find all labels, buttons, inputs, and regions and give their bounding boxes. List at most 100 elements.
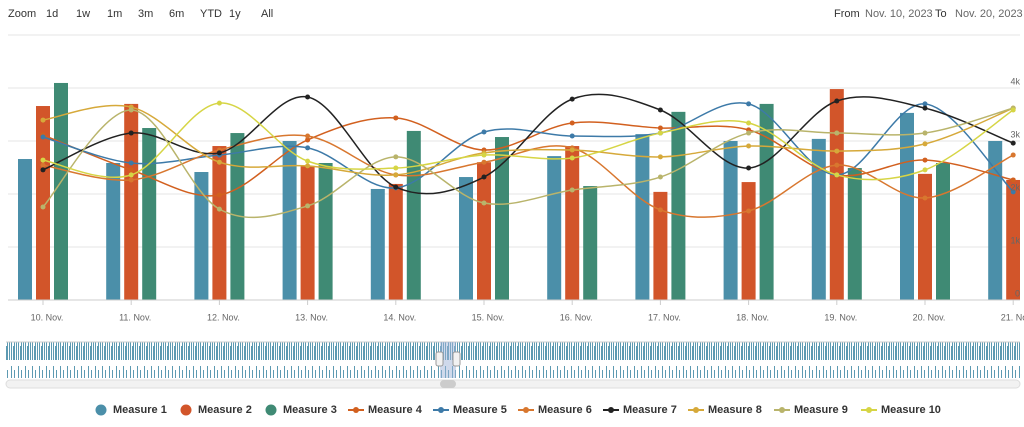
marker — [40, 117, 46, 123]
marker — [922, 157, 928, 163]
from-date[interactable]: Nov. 10, 2023 — [865, 8, 933, 20]
legend-label: Measure 4 — [368, 404, 423, 416]
legend-item[interactable]: Measure 5 — [433, 404, 507, 416]
legend-label: Measure 9 — [794, 404, 848, 416]
marker — [657, 107, 663, 113]
bar — [1006, 179, 1020, 300]
range-button[interactable]: All — [261, 8, 273, 20]
marker — [216, 159, 222, 165]
to-date[interactable]: Nov. 20, 2023 — [955, 8, 1023, 20]
legend-item[interactable]: Measure 2 — [180, 404, 252, 416]
marker — [40, 204, 46, 210]
marker — [393, 184, 399, 190]
marker — [569, 133, 575, 139]
legend-symbol — [353, 407, 359, 413]
bar — [459, 177, 473, 300]
legend-item[interactable]: Measure 1 — [95, 404, 167, 416]
marker — [922, 167, 928, 173]
line — [42, 104, 1014, 177]
legend-item[interactable]: Measure 4 — [348, 404, 423, 416]
legend-label: Measure 2 — [198, 404, 252, 416]
bar — [370, 188, 385, 300]
scrollbar-track — [5, 379, 1021, 389]
bar — [194, 172, 209, 300]
bar — [318, 162, 333, 300]
marker — [305, 137, 311, 143]
x-tick-label: 11. Nov. — [119, 312, 151, 322]
bar — [282, 141, 297, 300]
bar — [18, 159, 32, 300]
marker — [569, 147, 575, 153]
x-tick-label: 14. Nov. — [383, 312, 416, 322]
range-button[interactable]: 3m — [138, 8, 153, 20]
legend-symbol — [265, 404, 277, 416]
marker — [128, 172, 134, 178]
marker — [834, 162, 840, 168]
legend-symbol — [779, 407, 785, 413]
legend-item[interactable]: Measure 6 — [518, 404, 592, 416]
bar — [671, 111, 686, 300]
marker — [393, 115, 399, 121]
marker — [393, 165, 399, 171]
marker — [128, 167, 134, 173]
to-label: To — [935, 8, 947, 20]
range-button[interactable]: 6m — [169, 8, 184, 20]
navigator-handle[interactable] — [452, 351, 461, 367]
range-button[interactable]: 1y — [229, 8, 241, 20]
marker — [305, 94, 311, 100]
marker — [569, 96, 575, 102]
bar — [936, 162, 950, 300]
marker — [1010, 140, 1016, 146]
marker — [657, 154, 663, 160]
marker — [834, 98, 840, 104]
marker — [305, 145, 311, 151]
marker — [834, 172, 840, 178]
range-button[interactable]: 1m — [107, 8, 122, 20]
legend-symbol — [523, 407, 529, 413]
legend-symbol — [180, 404, 192, 416]
marker — [305, 158, 311, 164]
marker — [569, 187, 575, 193]
marker — [40, 167, 46, 173]
legend-item[interactable]: Measure 10 — [861, 404, 941, 416]
range-button[interactable]: YTD — [200, 8, 222, 20]
legend-item[interactable]: Measure 9 — [774, 404, 848, 416]
legend-label: Measure 7 — [623, 404, 677, 416]
range-button[interactable]: 1w — [76, 8, 90, 20]
bar — [900, 112, 914, 300]
marker — [746, 165, 752, 171]
marker — [569, 120, 575, 126]
marker — [40, 162, 46, 168]
x-tick-label: 17. Nov. — [648, 312, 681, 322]
navigator-handle[interactable] — [435, 351, 444, 367]
marker — [834, 148, 840, 154]
line — [42, 134, 1014, 218]
marker — [922, 141, 928, 147]
x-tick-label: 20. Nov. — [913, 312, 946, 322]
marker — [746, 130, 752, 136]
marker — [569, 155, 575, 161]
marker — [922, 130, 928, 136]
y-tick-label: 1k — [1010, 235, 1020, 245]
bar — [847, 168, 862, 300]
legend-label: Measure 10 — [881, 404, 941, 416]
marker — [657, 130, 663, 136]
bar — [495, 137, 509, 300]
marker — [746, 143, 752, 149]
scrollbar-thumb[interactable] — [440, 380, 456, 388]
bar — [811, 138, 826, 300]
line — [42, 102, 1014, 193]
legend-item[interactable]: Measure 7 — [603, 404, 677, 416]
legend-item[interactable]: Measure 8 — [688, 404, 762, 416]
marker — [305, 203, 311, 209]
range-button[interactable]: 1d — [46, 8, 58, 20]
legend-item[interactable]: Measure 3 — [265, 404, 337, 416]
legend-symbol — [438, 407, 444, 413]
bar — [300, 165, 315, 300]
bar — [635, 134, 650, 300]
bar — [759, 103, 774, 301]
marker — [40, 157, 46, 163]
legend-symbol — [693, 407, 699, 413]
bar — [388, 183, 403, 300]
navigator-window[interactable] — [440, 342, 456, 378]
